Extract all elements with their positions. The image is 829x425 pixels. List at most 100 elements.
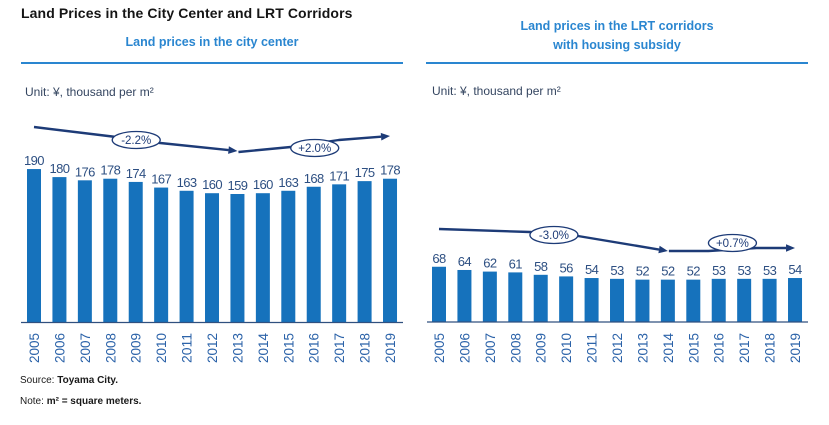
bar-2005 [27,169,41,322]
bar-2014 [660,279,675,322]
chart-lrt-corridors: 68 2005 64 2006 62 2007 61 2008 58 2009 56 2010 54 20… [427,225,808,363]
unit-label-left: Unit: ¥, thousand per m² [25,85,154,99]
trend-annotation-label: +2.0% [298,143,331,155]
bar-2010 [559,276,574,322]
year-tick-label-2010: 2010 [153,333,169,363]
trend-annotation-bubble [707,233,758,253]
year-tick-label-2011: 2011 [179,333,195,363]
bar-2015 [281,190,296,322]
value-label-2017: 53 [738,263,752,278]
value-label-2013: 52 [636,264,650,279]
bar-2019 [788,278,803,322]
bar-2011 [179,190,194,322]
bar-2009 [128,181,143,322]
value-label-2007: 62 [483,256,497,271]
panel-subtitle-city-center: Land prices in the city center [21,33,403,52]
year-tick-label-2007: 2007 [77,333,93,363]
year-tick-label-2006: 2006 [456,333,472,363]
year-tick-label-2017: 2017 [736,333,752,363]
trend-annotation-label: -3.0% [539,230,569,242]
year-tick-label-2013: 2013 [229,333,245,363]
year-tick-label-2017: 2017 [331,333,347,363]
bar-2017 [332,184,347,322]
trend-arrowhead-icon [228,146,238,154]
value-label-2012: 53 [610,263,624,278]
value-label-2005: 190 [24,153,44,168]
bar-2017 [737,278,752,322]
bar-2006 [52,177,67,322]
value-label-2006: 64 [458,254,472,269]
footnote: Note: m² = square meters. [20,396,141,407]
value-label-2011: 163 [177,175,197,190]
year-tick-label-2019: 2019 [787,333,803,363]
bar-2014 [255,193,270,322]
figure-title: Land Prices in the City Center and LRT C… [21,5,353,21]
subtitle-line: Land prices in the LRT corridors [520,19,714,33]
year-tick-label-2018: 2018 [357,333,373,363]
year-tick-label-2014: 2014 [660,333,676,363]
value-label-2012: 160 [202,177,222,192]
year-tick-label-2005: 2005 [431,333,447,363]
value-label-2019: 54 [788,262,802,277]
value-label-2007: 176 [75,164,95,179]
year-tick-label-2007: 2007 [482,333,498,363]
value-label-2019: 178 [380,163,400,178]
trend-annotation-bubble [290,138,340,158]
value-label-2006: 180 [49,161,69,176]
value-label-2011: 54 [585,262,599,277]
year-tick-label-2006: 2006 [51,333,67,363]
value-label-2016: 53 [712,263,726,278]
bar-2018 [357,181,372,322]
value-label-2010: 56 [560,260,574,275]
year-tick-label-2019: 2019 [382,333,398,363]
bar-2007 [482,271,497,322]
bar-2006 [457,269,472,322]
bar-2008 [103,178,118,322]
trend-annotation-label: +0.7% [716,238,749,250]
bar-2010 [154,187,169,322]
year-tick-label-2018: 2018 [762,333,778,363]
year-tick-label-2008: 2008 [102,333,118,363]
year-tick-label-2015: 2015 [685,333,701,363]
value-label-2015: 52 [687,264,701,279]
year-tick-label-2005: 2005 [26,333,42,363]
subtitle-line: Land prices in the city center [125,35,299,49]
year-tick-label-2012: 2012 [204,333,220,363]
subtitle-divider-right [426,62,808,64]
panel-subtitle-lrt-corridors: Land prices in the LRT corridors with ho… [426,17,808,55]
bar-2013 [635,279,650,322]
value-label-2009: 174 [126,166,146,181]
value-label-2018: 175 [355,165,375,180]
year-tick-label-2010: 2010 [558,333,574,363]
source-label: Source: [20,375,55,386]
bar-2012 [205,193,220,322]
chart-city-center: 190 2005 180 2006 176 2007 178 2008 174 2009 167 20… [21,125,403,363]
bar-2018 [762,278,777,322]
value-label-2005: 68 [432,251,446,266]
trend-annotation-label: -2.2% [121,135,151,147]
bar-2019 [383,178,398,322]
year-tick-label-2016: 2016 [711,333,727,363]
bar-2013 [230,194,245,322]
bar-2015 [686,279,701,322]
trend-arrowhead-icon [786,244,796,252]
value-label-2010: 167 [151,172,171,187]
bar-2005 [432,266,446,322]
value-label-2015: 163 [278,175,298,190]
value-label-2008: 178 [100,163,120,178]
year-tick-label-2014: 2014 [255,333,271,363]
bar-2009 [533,274,548,322]
value-label-2018: 53 [763,263,777,278]
bar-2016 [306,186,321,322]
note-label: Note: [20,396,44,407]
value-label-2009: 58 [534,259,548,274]
trend-annotation-bubble [529,225,579,245]
unit-label-right: Unit: ¥, thousand per m² [432,84,561,98]
year-tick-label-2013: 2013 [634,333,650,363]
year-tick-label-2009: 2009 [533,333,549,363]
year-tick-label-2008: 2008 [507,333,523,363]
subtitle-line: with housing subsidy [553,38,681,52]
year-tick-label-2009: 2009 [128,333,144,363]
bar-2011 [584,278,599,322]
